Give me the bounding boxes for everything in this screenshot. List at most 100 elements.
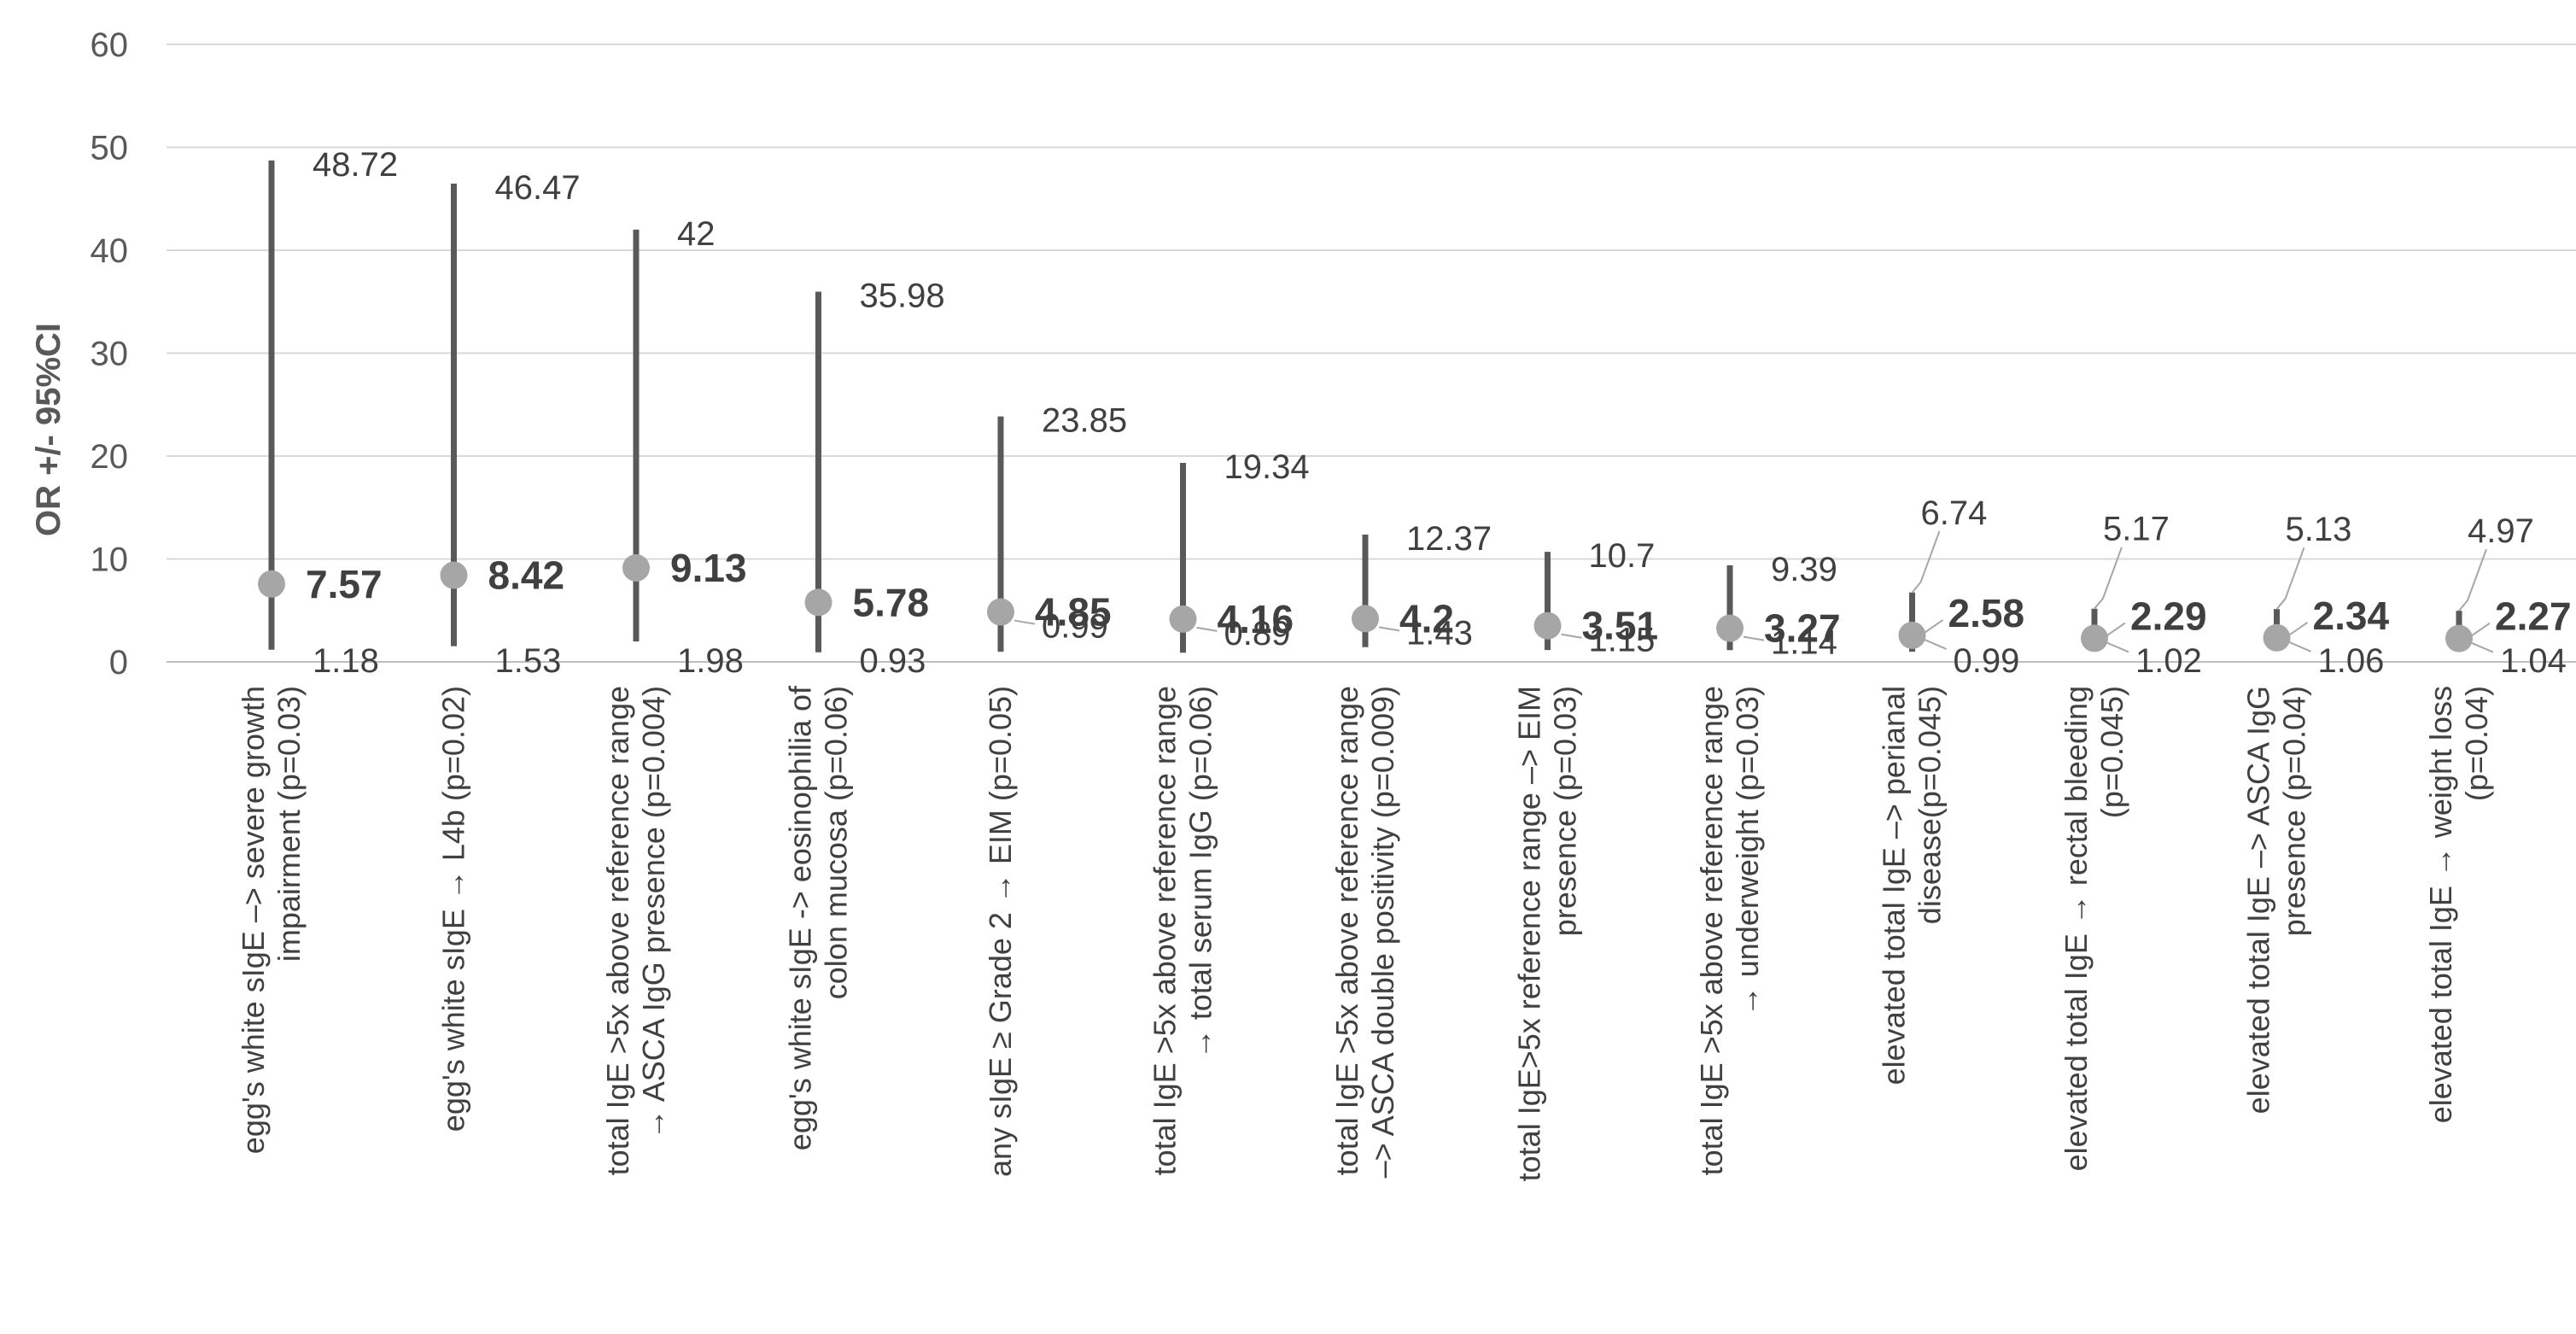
category-label-line: presence (p=0.03): [1548, 686, 1583, 936]
category-label-line: total IgE >5x above reference range: [600, 686, 635, 1175]
ci-high-leader: [2275, 547, 2305, 610]
ci-low-label: 1.04: [2500, 642, 2567, 680]
ci-high-label: 42: [677, 215, 716, 253]
ci-whiskers: [268, 160, 2462, 653]
category-label: total IgE >5x above reference range→ und…: [1694, 686, 1765, 1175]
category-label: total IgE >5x above reference range→ ASC…: [600, 686, 671, 1175]
ci-high-label: 9.39: [1771, 551, 1837, 588]
or-value-label: 9.13: [670, 546, 747, 590]
or-point: [1898, 621, 1926, 649]
or-point: [2263, 623, 2291, 652]
ci-low-label: 1.18: [313, 642, 379, 680]
or-point: [1716, 614, 1744, 642]
y-axis-title: OR +/- 95%CI: [30, 323, 67, 536]
or-point: [2081, 624, 2108, 652]
ci-high-label: 48.72: [313, 146, 398, 184]
y-tick-label: 20: [91, 438, 129, 476]
category-label-line: total IgE >5x above reference range: [1329, 686, 1364, 1175]
or-value-label: 8.42: [488, 553, 565, 598]
y-axis-ticks: 0 10 20 30 40 50 60: [91, 26, 129, 682]
ci-low-leader: [2287, 640, 2311, 652]
or-point: [258, 570, 285, 598]
category-label-line: any sIgE ≥ Grade 2 → EIM (p=0.05): [983, 686, 1018, 1177]
category-label: elevated total IgE → weight loss(p=0.04): [2423, 686, 2494, 1123]
category-label-line: egg's white sIgE –> severe growth: [236, 686, 271, 1154]
ci-high-label: 5.17: [2103, 511, 2170, 548]
or-value-label: 2.29: [2130, 594, 2207, 638]
ci-low-label: 0.99: [1042, 608, 1108, 646]
category-label: elevated total IgE –> perianaldisease(p=…: [1877, 686, 1948, 1085]
or-point: [1169, 605, 1197, 633]
ci-low-leader: [2468, 641, 2494, 653]
or-value-label: 4.2: [1399, 596, 1454, 641]
ci-low-leader: [1196, 626, 1218, 632]
ci-low-label: 1.06: [2318, 642, 2385, 680]
ci-low-leader: [1013, 619, 1036, 625]
or-value-label: 5.78: [853, 580, 930, 624]
y-tick-label: 60: [91, 26, 129, 64]
category-label: total IgE>5x reference range –> EIMprese…: [1512, 686, 1583, 1181]
y-tick-label: 10: [91, 541, 129, 579]
or-point: [1352, 605, 1379, 633]
category-label-line: (p=0.04): [2459, 686, 2494, 801]
or-value-label: 3.51: [1582, 604, 1659, 648]
or-point: [622, 553, 650, 582]
ci-high-label: 6.74: [1921, 494, 1988, 532]
ci-low-label: 1.02: [2135, 642, 2202, 680]
category-label: total IgE >5x above reference range→ tot…: [1148, 686, 1218, 1175]
ci-high-label: 19.34: [1224, 448, 1310, 486]
ci-low-leader: [1561, 633, 1582, 639]
ci-low-label: 0.99: [1954, 642, 2020, 680]
category-label-line: total IgE>5x reference range –> EIM: [1512, 686, 1547, 1181]
category-label: egg's white sIgE –> severe growthimpairm…: [236, 686, 307, 1154]
ci-low-label: 1.43: [1406, 614, 1473, 652]
or-value-label: 2.34: [2313, 594, 2390, 638]
ci-low-leader: [2104, 641, 2129, 653]
y-tick-label: 0: [109, 644, 128, 682]
ci-low-label: 1.14: [1771, 624, 1837, 662]
category-label-line: presence (p=0.04): [2277, 686, 2312, 936]
ci-high-leader: [2094, 547, 2123, 610]
category-label-line: colon mucosa (p=0.06): [819, 686, 854, 999]
ci-high-label: 5.13: [2286, 511, 2352, 548]
category-label-line: egg's white sIgE → L4b (p=0.02): [436, 686, 471, 1132]
category-label-line: disease(p=0.045): [1913, 686, 1948, 924]
ci-low-label: 0.89: [1224, 615, 1291, 652]
category-label-line: –> ASCA double positivity (p=0.009): [1365, 686, 1400, 1178]
or-value-label: 2.27: [2495, 594, 2572, 639]
or-point: [1533, 611, 1562, 640]
category-label: total IgE >5x above reference range–> AS…: [1329, 686, 1400, 1178]
ci-high-leader: [2458, 548, 2487, 611]
ci-high-label: 35.98: [860, 277, 945, 314]
gridlines: [166, 44, 2576, 663]
category-label-line: total IgE >5x above reference range: [1148, 686, 1183, 1175]
or-point: [987, 598, 1014, 626]
y-tick-label: 40: [91, 232, 129, 270]
ci-low-leader: [1743, 635, 1765, 641]
ci-low-label: 0.93: [860, 642, 926, 680]
category-label: elevated total IgE → rectal bleeding(p=0…: [2059, 686, 2129, 1171]
category-label: elevated total IgE –> ASCA IgGpresence (…: [2241, 686, 2312, 1114]
or-point: [804, 588, 832, 617]
category-label-line: → total serum IgG (p=0.06): [1183, 686, 1218, 1059]
y-tick-label: 30: [91, 336, 129, 373]
ci-high-label: 4.97: [2468, 512, 2534, 550]
or-point: [440, 561, 468, 589]
category-label-line: elevated total IgE → rectal bleeding: [2059, 686, 2094, 1171]
category-label-line: impairment (p=0.03): [272, 686, 307, 962]
ci-low-label: 1.53: [495, 642, 562, 680]
or-value-label: 4.85: [1035, 590, 1112, 635]
data-labels: 48.72 7.57 1.18 46.47 8.42 1.53 42 9.13 1.98 35.9…: [306, 146, 2572, 680]
or-points: [258, 553, 2473, 652]
or-value-label: 2.58: [1948, 591, 2025, 635]
category-labels: egg's white sIgE –> severe growthimpairm…: [236, 685, 2494, 1181]
or-value-label: 4.16: [1218, 597, 1294, 641]
category-label-line: → ASCA IgG presence (p=0.004): [636, 686, 671, 1139]
or-point: [2445, 624, 2473, 652]
category-label-line: egg's white sIgE -> eosinophilia of: [783, 685, 818, 1150]
ci-low-leader: [1378, 626, 1400, 632]
y-tick-label: 50: [91, 130, 129, 167]
category-label-line: elevated total IgE → weight loss: [2423, 686, 2458, 1123]
ci-high-leader: [1911, 530, 1941, 594]
